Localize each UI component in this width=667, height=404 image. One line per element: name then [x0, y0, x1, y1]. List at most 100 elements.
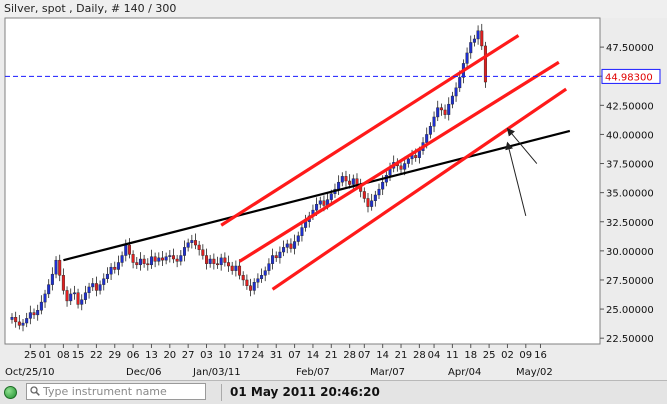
search-icon [30, 386, 40, 396]
candle-body [289, 243, 293, 249]
candle-body [377, 188, 381, 196]
candle-body [260, 275, 264, 279]
candle-body [351, 178, 355, 185]
candle-body [406, 158, 410, 164]
candle-body [425, 134, 429, 143]
candle-body [116, 262, 120, 270]
y-tick-label: 35.00000 [606, 189, 654, 200]
candle-body [267, 263, 271, 271]
search-input[interactable] [43, 385, 203, 398]
candle-body [300, 227, 304, 236]
x-tick-label: 28 [343, 350, 356, 361]
candle-body [208, 258, 212, 264]
candle-body [113, 266, 117, 270]
instrument-search[interactable] [26, 383, 206, 400]
x-tick-label: 22 [90, 350, 103, 361]
x-period-label: May/02 [516, 367, 553, 378]
candle-body [87, 286, 91, 293]
candle-body [50, 273, 54, 285]
candle-body [120, 255, 124, 263]
candle-body [417, 150, 421, 158]
candle-body [219, 257, 223, 266]
candle-body [238, 265, 242, 276]
candle-body [278, 251, 282, 259]
candle-body [450, 95, 454, 105]
status-timestamp: 01 May 2011 20:46:20 [230, 385, 380, 399]
candle-body [186, 242, 190, 248]
candle-body [164, 256, 168, 261]
annotation-arrow [506, 127, 538, 164]
candle-body [344, 176, 348, 182]
candle-body [216, 263, 220, 266]
candle-body [223, 257, 227, 263]
x-tick-label: 14 [376, 350, 389, 361]
connection-status-icon [4, 386, 17, 399]
price-axis: 22.50000 25.00000 27.50000 30.00000 32.50000… [600, 43, 661, 345]
candle-body [249, 285, 253, 291]
status-bar: 01 May 2011 20:46:20 [0, 380, 667, 404]
x-tick-label: 11 [446, 350, 459, 361]
candle-body [282, 247, 286, 253]
candle-body [212, 258, 216, 264]
x-tick-label: 14 [307, 350, 320, 361]
y-tick-label: 32.50000 [606, 218, 654, 229]
candle-body [168, 255, 172, 257]
candle-body [149, 256, 153, 266]
trend-overlays [63, 34, 571, 291]
date-axis: 25 01 08 15 22 29 06 13 20 27 03 10 17 24 31 07 14 21 28 07… [5, 344, 553, 378]
candle-body [472, 38, 476, 43]
candle-body [47, 284, 51, 295]
y-tick-label: 47.50000 [606, 43, 654, 54]
candle-body [142, 258, 146, 264]
candle-body [10, 317, 14, 320]
price-chart[interactable]: 22.50000 25.00000 27.50000 30.00000 32.50000… [0, 0, 667, 380]
x-tick-label: 04 [428, 350, 441, 361]
x-period-label: Dec/06 [126, 367, 161, 378]
candle-body [98, 284, 102, 291]
y-tick-label: 40.00000 [606, 130, 654, 141]
x-period-label: Apr/04 [448, 367, 481, 378]
y-tick-label: 37.50000 [606, 160, 654, 171]
candle-body [21, 322, 25, 326]
x-tick-label: 13 [145, 350, 158, 361]
candle-body [124, 244, 128, 256]
candle-body [370, 200, 374, 207]
x-tick-label: 31 [270, 350, 283, 361]
x-period-label: Oct/25/10 [5, 367, 54, 378]
candle-body [403, 163, 407, 170]
x-tick-label: 18 [464, 350, 477, 361]
candle-body [454, 87, 458, 97]
candle-body [146, 263, 150, 266]
candle-body [182, 247, 186, 256]
candle-body [271, 255, 275, 264]
plot-area [4, 17, 601, 345]
candle-body [54, 259, 58, 275]
candle-body [201, 249, 205, 256]
candle-body [58, 259, 62, 276]
candle-body [131, 254, 135, 263]
x-tick-label: 02 [501, 350, 514, 361]
channel-line [220, 34, 520, 227]
candle-body [274, 255, 278, 259]
candle-body [296, 235, 300, 242]
candle-body [135, 262, 139, 266]
candle-body [469, 42, 473, 54]
x-tick-label: 03 [200, 350, 213, 361]
status-separator [221, 384, 222, 401]
candle-body [329, 193, 333, 200]
candle-body [36, 310, 40, 316]
candle-body [373, 194, 377, 201]
candle-body [234, 265, 238, 271]
candle-body [304, 221, 308, 228]
candle-body [69, 293, 73, 302]
channel-line [271, 87, 568, 291]
y-tick-label: 27.50000 [606, 276, 654, 287]
current-price-label: 44.98300 [605, 72, 653, 83]
candle-body [91, 283, 95, 288]
x-period-label: Mar/07 [370, 367, 405, 378]
candle-body [476, 30, 480, 40]
candle-body [28, 312, 32, 319]
candle-body [14, 317, 18, 323]
candle-body [315, 204, 319, 211]
candle-body [175, 258, 179, 262]
